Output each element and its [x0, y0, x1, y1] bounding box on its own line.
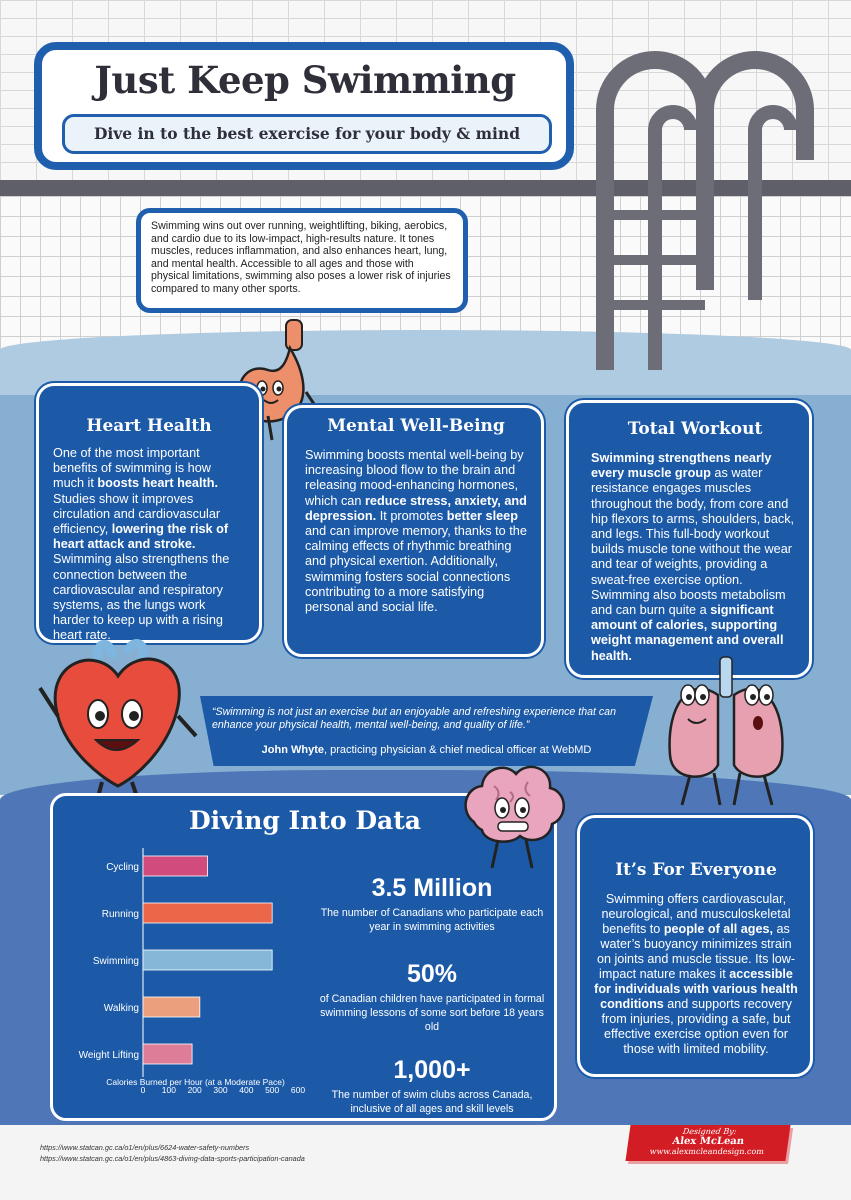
heart-health-text-2: Studies show it improves circulation and… — [53, 491, 221, 537]
mental-bold-2: better sleep — [446, 508, 518, 523]
chart-category-label: Weight Lifting — [79, 1050, 139, 1061]
chart-category-label: Running — [102, 909, 139, 920]
for-everyone-title: It’s For Everyone — [615, 860, 777, 880]
chart-x-tick: 200 — [188, 1085, 202, 1095]
heart-health-title: Heart Health — [86, 416, 212, 436]
chart-bar — [142, 902, 273, 924]
everyone-bold-2: accessible for individuals with various … — [594, 967, 798, 1011]
heart-health-text-1: One of the most important benefits of sw… — [53, 446, 211, 491]
everyone-text-2: as water’s buoyancy minimizes strain on … — [596, 922, 796, 981]
quote-text: “Swimming is not just an exercise but an… — [212, 706, 616, 731]
stat-clubs-value: 1,000+ — [393, 1056, 471, 1084]
heart-health-text: One of the most important benefits of sw… — [53, 446, 245, 644]
intro-text: Swimming wins out over running, weightli… — [136, 208, 468, 313]
quote-author-name: John Whyte — [261, 744, 324, 756]
chart-x-tick: 400 — [239, 1085, 253, 1095]
total-workout-title: Total Workout — [627, 419, 763, 439]
mental-text-1: Swimming boosts mental well-being by inc… — [305, 448, 524, 508]
credit-name: Alex McLean — [671, 1136, 745, 1147]
source-link[interactable]: https://www.statcan.gc.ca/o1/en/plus/486… — [40, 1154, 305, 1163]
chart-x-axis-label: Calories Burned per Hour (at a Moderate … — [106, 1077, 285, 1087]
source-link[interactable]: https://www.statcan.gc.ca/o1/en/plus/662… — [40, 1143, 250, 1152]
stat-swimmers: 3.5 Million The number of Canadians who … — [319, 874, 545, 934]
pool-ladder-icon — [596, 51, 814, 370]
quote-author-role: , practicing physician & chief medical o… — [323, 744, 592, 756]
total-text-1: as water resistance engages muscles thro… — [591, 466, 795, 618]
everyone-bold-1: people of all ages, — [663, 922, 773, 936]
chart-category-label: Cycling — [106, 862, 139, 873]
chart-category-label: Walking — [104, 1003, 139, 1014]
quote-box: “Swimming is not just an exercise but an… — [200, 696, 653, 766]
stat-swimmers-caption: The number of Canadians who participate … — [320, 907, 544, 933]
mental-well-being-card: Mental Well-Being Swimming boosts mental… — [284, 405, 544, 657]
for-everyone-text: Swimming offers cardiovascular, neurolog… — [594, 892, 798, 1057]
everyone-text-1: Swimming offers cardiovascular, neurolog… — [601, 892, 791, 936]
chart-bar — [142, 1043, 193, 1065]
chart-bar — [142, 949, 273, 971]
stat-swimmers-value: 3.5 Million — [371, 874, 493, 902]
stat-clubs: 1,000+ The number of swim clubs across C… — [319, 1056, 545, 1116]
data-panel: Diving Into Data Cycling Running Swimming W… — [50, 793, 557, 1121]
heart-health-text-3: Swimming also strengthens the connection… — [53, 552, 230, 643]
data-title: Diving Into Data — [189, 806, 421, 835]
total-workout-card: Total Workout Swimming strengthens nearl… — [566, 400, 812, 678]
title-banner: Just Keep Swimming Dive in to the best e… — [34, 42, 574, 170]
lungs-mascot-icon — [668, 656, 784, 806]
heart-health-card: Heart Health One of the most important b… — [36, 383, 262, 643]
chart-x-tick: 600 — [291, 1085, 305, 1095]
calories-bar-chart: Cycling Running Swimming Walking Weight Lift… — [79, 848, 305, 1095]
for-everyone-card: It’s For Everyone Swimming offers cardio… — [577, 815, 813, 1077]
credit-website[interactable]: www.alexmcleandesign.com — [649, 1147, 765, 1156]
credit-label: Designed By: — [682, 1127, 738, 1136]
everyone-text-3: and supports recovery from injuries, pro… — [601, 997, 792, 1056]
mental-text-3: and can improve memory, thanks to the ca… — [305, 524, 527, 615]
mental-bold-1: reduce stress, anxiety, and depression. — [305, 493, 527, 523]
quote-author: John Whyte, practicing physician & chief… — [212, 744, 641, 756]
brain-mascot-icon — [464, 765, 565, 869]
chart-category-label: Swimming — [93, 956, 139, 967]
pool-ledge — [0, 180, 851, 196]
mental-text-2: It promotes — [376, 508, 447, 523]
total-bold-1: Swimming strengthens nearly every muscle… — [591, 451, 772, 481]
heart-health-bold-2: lowering the risk of heart attack and st… — [53, 522, 229, 552]
stat-lessons-caption: of Canadian children have participated i… — [319, 993, 545, 1033]
heart-mascot-icon — [38, 639, 198, 813]
total-workout-text: Swimming strengthens nearly every muscle… — [591, 451, 799, 664]
chart-bar — [142, 855, 208, 877]
page-subtitle: Dive in to the best exercise for your bo… — [93, 124, 521, 143]
stat-lessons-value: 50% — [406, 960, 458, 988]
mental-well-being-title: Mental Well-Being — [327, 416, 505, 436]
mental-well-being-text: Swimming boosts mental well-being by inc… — [305, 448, 527, 615]
chart-x-tick: 500 — [265, 1085, 279, 1095]
designer-credit: Designed By: Alex McLean www.alexmcleand… — [625, 1125, 791, 1161]
chart-x-tick: 300 — [213, 1085, 227, 1095]
stat-clubs-caption: The number of swim clubs across Canada, … — [331, 1089, 533, 1115]
heart-health-bold-1: boosts heart health. — [97, 476, 218, 491]
chart-bar — [142, 996, 201, 1018]
total-bold-2: significant amount of calories, supporti… — [591, 603, 784, 663]
chart-x-tick: 0 — [141, 1085, 146, 1095]
subtitle-bar: Dive in to the best exercise for your bo… — [62, 114, 552, 154]
page-title: Just Keep Swimming — [94, 58, 516, 102]
stat-lessons: 50% of Canadian children have participat… — [319, 960, 545, 1034]
chart-x-tick: 100 — [162, 1085, 176, 1095]
sources-list: https://www.statcan.gc.ca/o1/en/plus/662… — [40, 1142, 305, 1164]
